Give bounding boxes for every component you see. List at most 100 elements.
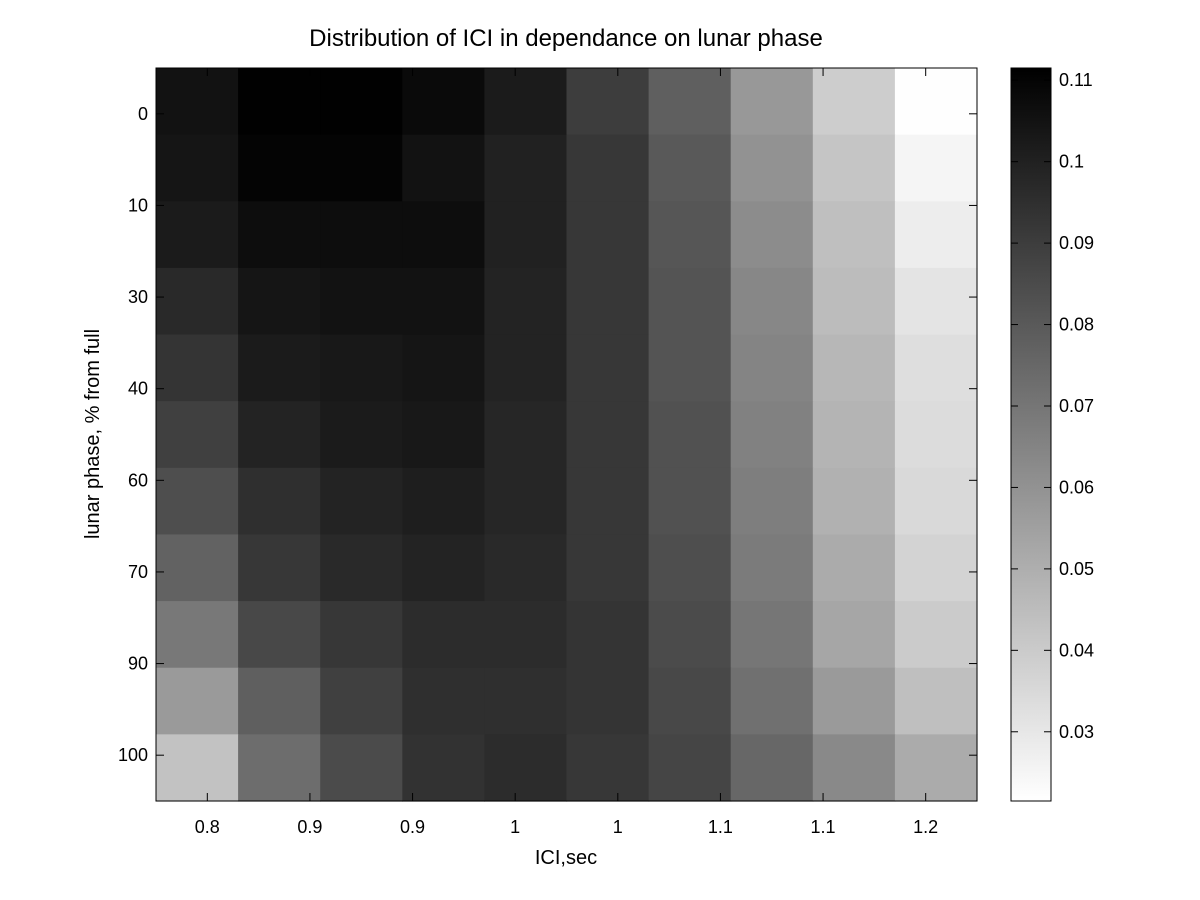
heatmap-cell [730,601,814,669]
heatmap-cell [894,734,978,802]
chart-title: Distribution of ICI in dependance on lun… [309,25,823,52]
heatmap-cell [730,68,814,136]
colorbar-tick-label: 0.06 [1059,477,1094,497]
heatmap-cell [648,134,732,202]
colorbar-tick-label: 0.1 [1059,152,1084,172]
heatmap-cell [648,467,732,536]
heatmap-cell [730,467,814,536]
heatmap-cell [730,534,814,602]
heatmap-cell [402,334,485,402]
heatmap-cell [320,534,403,602]
heatmap-cell [730,267,814,336]
heatmap-cell [566,267,650,336]
heatmap-cell [320,601,403,669]
heatmap-cell [484,401,568,469]
x-tick-label: 0.9 [297,817,322,837]
heatmap-cell [156,201,239,269]
heatmap-cell [402,68,485,136]
heatmap-cell [156,667,239,735]
heatmap-cell [648,201,732,269]
heatmap-cell [730,134,814,202]
heatmap-cell [238,667,321,735]
heatmap-cell [484,734,568,802]
heatmap-cell [894,334,978,402]
heatmap-cell [238,734,321,802]
heatmap-cell [156,134,239,202]
heatmap-cell [320,334,403,402]
heatmap-cell [894,68,978,136]
heatmap-cell [566,68,650,136]
x-tick-label: 1 [510,817,520,837]
heatmap-cell [238,134,321,202]
heatmap-cell [894,401,978,469]
heatmap-cell [566,401,650,469]
heatmap-cell [320,401,403,469]
heatmap-cell [402,534,485,602]
x-axis-ticks: 0.8 0.9 0.9 1 1 1.1 1.1 1.2 [195,68,938,837]
heatmap-cell [648,401,732,469]
colorbar-tick-label: 0.07 [1059,396,1094,416]
heatmap-cell [730,201,814,269]
heatmap-cell [156,68,239,136]
heatmap-cell [238,68,321,136]
x-tick-label: 1 [613,817,623,837]
heatmap-cell [812,667,896,735]
y-tick-label: 0 [138,104,148,124]
heatmap-cell [156,401,239,469]
heatmap-cell [238,201,321,269]
heatmap-cell [730,667,814,735]
heatmap-cell [238,534,321,602]
colorbar-tick-label: 0.03 [1059,722,1094,742]
heatmap-cell [402,467,485,536]
heatmap-cell [320,201,403,269]
heatmap-cell [484,601,568,669]
heatmap-cell [402,667,485,735]
heatmap-cell [238,467,321,536]
heatmap-cell [566,201,650,269]
heatmap-cell [566,601,650,669]
y-tick-label: 60 [128,470,148,490]
heatmap-cell [238,601,321,669]
heatmap-cell [566,134,650,202]
heatmap-cell [484,534,568,602]
y-tick-label: 10 [128,195,148,215]
heatmap-cell [320,68,403,136]
heatmap-cell [566,734,650,802]
heatmap-cell [894,601,978,669]
colorbar-tick-label: 0.05 [1059,559,1094,579]
heatmap-cell [812,334,896,402]
plot-frame [155,67,978,802]
x-axis-label: ICI,sec [535,847,597,869]
y-axis-ticks: 0 10 30 40 60 70 90 100 [118,104,977,765]
heatmap-cell [402,201,485,269]
heatmap-cell [648,267,732,336]
heatmap-cell [730,334,814,402]
heatmap-cell [730,734,814,802]
colorbar: 0.03 0.04 0.05 0.06 0.07 0.08 0.09 0.1 0.11 [1010,67,1094,802]
heatmap-cell [320,734,403,802]
y-tick-label: 40 [128,379,148,399]
heatmap-cell [812,734,896,802]
x-tick-label: 1.2 [913,817,938,837]
heatmap-cell [320,467,403,536]
heatmap-cell [320,134,403,202]
x-tick-label: 0.9 [400,817,425,837]
heatmap-cell [484,467,568,536]
heatmap-cell [812,467,896,536]
heatmap-cell [238,267,321,336]
heatmap-cell [894,467,978,536]
colorbar-tick-label: 0.04 [1059,640,1094,660]
heatmap-cell [402,734,485,802]
colorbar-tick-label: 0.11 [1059,70,1093,90]
heatmap-cell [156,734,239,802]
heatmap-cell [648,534,732,602]
heatmap-cell [648,734,732,802]
heatmap-cell [156,334,239,402]
y-tick-label: 90 [128,654,148,674]
heatmap-cell [156,267,239,336]
heatmap-cell [484,68,568,136]
heatmap-cell [894,534,978,602]
heatmap-cell [484,201,568,269]
colorbar-gradient [1010,67,1052,802]
